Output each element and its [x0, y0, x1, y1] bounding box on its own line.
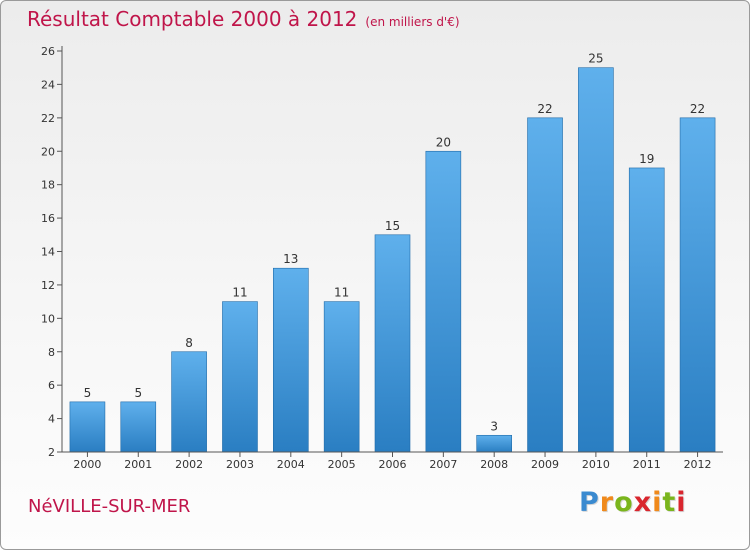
- x-tick-label: 2004: [277, 458, 305, 471]
- logo-letter: i: [652, 487, 663, 518]
- title-text: Résultat Comptable 2000 à 2012: [27, 7, 358, 31]
- x-tick-label: 2000: [73, 458, 101, 471]
- y-tick-label: 20: [41, 145, 55, 158]
- logo-letter: t: [662, 487, 677, 518]
- bar-value-label: 25: [588, 52, 603, 66]
- bar-value-label: 22: [537, 102, 552, 116]
- y-tick-label: 26: [41, 45, 55, 58]
- chart-subtitle: (en milliers d'€): [365, 15, 460, 29]
- logo-letter: r: [599, 487, 615, 518]
- y-tick-label: 6: [48, 379, 55, 392]
- bar-value-label: 3: [490, 419, 498, 433]
- bar-value-label: 11: [334, 286, 349, 300]
- bar: [628, 167, 665, 453]
- y-tick-label: 2: [48, 446, 55, 459]
- bar-value-label: 15: [385, 219, 400, 233]
- bar: [120, 401, 157, 453]
- bar: [425, 150, 462, 453]
- bar: [273, 267, 309, 453]
- bar-value-label: 5: [84, 386, 92, 400]
- y-tick-label: 24: [41, 78, 55, 91]
- logo-letter: P: [579, 487, 600, 518]
- logo-letter: i: [676, 487, 687, 518]
- logo-letter: o: [614, 487, 634, 518]
- x-tick-label: 2006: [379, 458, 407, 471]
- bar-value-label: 13: [283, 252, 298, 266]
- x-tick-label: 2010: [582, 458, 610, 471]
- bar: [69, 401, 106, 453]
- chart-title: Résultat Comptable 2000 à 2012 (en millie…: [27, 7, 460, 31]
- bar-value-label: 20: [436, 135, 451, 149]
- x-tick-label: 2002: [175, 458, 203, 471]
- bar: [222, 301, 258, 453]
- bar-value-label: 19: [639, 152, 654, 166]
- bar: [527, 117, 563, 453]
- bar-value-label: 8: [185, 336, 193, 350]
- bar: [679, 117, 716, 453]
- bar: [476, 434, 512, 453]
- proxiti-logo: Proxiti: [579, 487, 687, 518]
- y-tick-label: 8: [48, 346, 55, 359]
- x-tick-label: 2011: [633, 458, 661, 471]
- bar-value-label: 11: [232, 286, 247, 300]
- location-name: NéVILLE-SUR-MER: [28, 496, 191, 517]
- y-tick-label: 4: [48, 413, 55, 426]
- x-tick-label: 2008: [480, 458, 508, 471]
- bar: [374, 234, 411, 453]
- bar-value-label: 22: [690, 102, 705, 116]
- bar-value-label: 5: [134, 386, 142, 400]
- x-tick-label: 2001: [124, 458, 152, 471]
- x-tick-label: 2007: [429, 458, 457, 471]
- logo-letter: x: [633, 487, 653, 518]
- y-tick-label: 12: [41, 279, 55, 292]
- bar: [323, 301, 360, 453]
- bar: [578, 67, 614, 453]
- y-tick-label: 22: [41, 112, 55, 125]
- x-tick-label: 2012: [684, 458, 712, 471]
- x-tick-label: 2003: [226, 458, 254, 471]
- y-tick-label: 14: [41, 246, 55, 259]
- bar: [171, 351, 207, 453]
- y-tick-label: 16: [41, 212, 55, 225]
- x-tick-label: 2005: [328, 458, 356, 471]
- y-tick-label: 18: [41, 179, 55, 192]
- x-tick-label: 2009: [531, 458, 559, 471]
- y-tick-label: 10: [41, 312, 55, 325]
